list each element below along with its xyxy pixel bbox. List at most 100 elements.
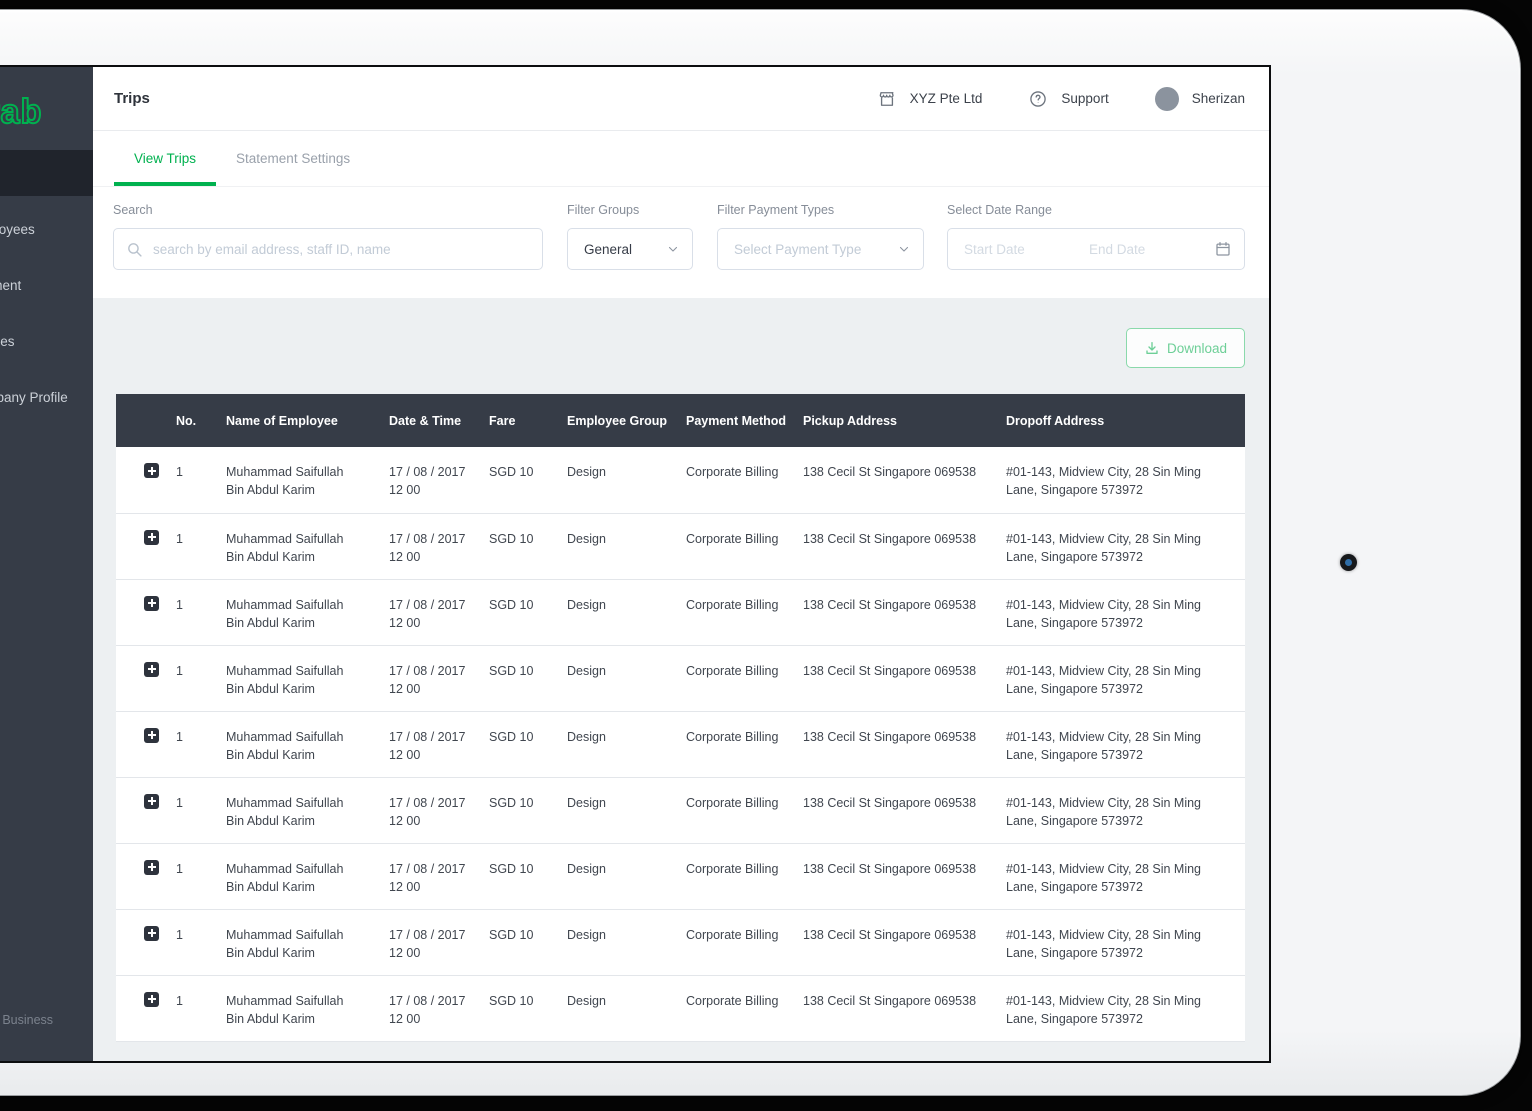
filter-groups-select[interactable]: General <box>567 228 693 270</box>
cell-dropoff-address: #01-143, Midview City, 28 Sin Ming Lane,… <box>1006 993 1201 1026</box>
cell-employee-name: Muhammad Saifullah Bin Abdul Karim <box>226 729 344 762</box>
cell-time: 12 00 <box>389 945 421 960</box>
support-link[interactable]: Support <box>1028 89 1109 109</box>
column-header-group: Employee Group <box>567 394 686 447</box>
payment-type-select[interactable]: Select Payment Type <box>717 228 924 270</box>
cell-fare: SGD 10 <box>489 975 567 1042</box>
expand-row-button[interactable] <box>144 859 159 875</box>
cell-no: 1 <box>176 645 226 712</box>
cell-fare: SGD 10 <box>489 777 567 844</box>
filter-groups-label: Filter Groups <box>567 203 640 217</box>
table-row: 1 Muhammad Saifullah Bin Abdul Karim 17 … <box>116 645 1245 712</box>
tablet-frame: Grab Trips <box>0 9 1521 1096</box>
cell-dropoff-address: #01-143, Midview City, 28 Sin Ming Lane,… <box>1006 795 1201 828</box>
tab-bar: View Trips Statement Settings <box>93 131 1269 187</box>
search-field <box>113 228 543 270</box>
cell-fare: SGD 10 <box>489 711 567 778</box>
cell-time: 12 00 <box>389 615 421 630</box>
cell-time: 12 00 <box>389 483 421 498</box>
sidebar-item-label: Payment <box>0 277 22 293</box>
cell-no: 1 <box>176 777 226 844</box>
cell-employee-group: Design <box>567 843 686 910</box>
camera-lens <box>1345 559 1352 566</box>
cell-employee-name: Muhammad Saifullah Bin Abdul Karim <box>226 465 344 498</box>
cell-employee-name: Muhammad Saifullah Bin Abdul Karim <box>226 993 344 1026</box>
main-content: Trips XYZ Pte Ltd <box>93 67 1269 1061</box>
cell-fare: SGD 10 <box>489 645 567 712</box>
cell-employee-group: Design <box>567 513 686 580</box>
expand-row-button[interactable] <box>144 529 159 545</box>
table-row: 1 Muhammad Saifullah Bin Abdul Karim 17 … <box>116 513 1245 580</box>
cell-date: 17 / 08 / 2017 <box>389 993 466 1008</box>
company-menu[interactable]: XYZ Pte Ltd <box>877 89 983 109</box>
calendar-icon <box>1214 240 1232 258</box>
cell-date: 17 / 08 / 2017 <box>389 795 466 810</box>
cell-pickup-address: 138 Cecil St Singapore 069538 <box>803 777 1006 844</box>
company-name: XYZ Pte Ltd <box>909 91 983 106</box>
cell-employee-group: Design <box>567 645 686 712</box>
grab-logo: Grab <box>0 92 43 132</box>
cell-fare: SGD 10 <box>489 579 567 646</box>
cell-pickup-address: 138 Cecil St Singapore 069538 <box>803 645 1006 712</box>
table-header: No. Name of Employee Date & Time Fare Em… <box>116 394 1245 447</box>
cell-dropoff-address: #01-143, Midview City, 28 Sin Ming Lane,… <box>1006 531 1201 564</box>
filter-bar: Search Filter Groups Ge <box>93 187 1269 298</box>
download-icon <box>1144 340 1160 356</box>
column-header-no: No. <box>176 394 226 447</box>
cell-employee-group: Design <box>567 447 686 514</box>
sidebar-item-trips[interactable]: Trips <box>0 150 93 196</box>
expand-row-button[interactable] <box>144 925 159 941</box>
cell-pickup-address: 138 Cecil St Singapore 069538 <box>803 447 1006 514</box>
expand-row-button[interactable] <box>144 991 159 1007</box>
start-date-field[interactable]: Start Date <box>964 241 1025 257</box>
expand-row-button[interactable] <box>144 595 159 611</box>
end-date-field[interactable]: End Date <box>1089 241 1146 257</box>
sidebar-item-policies[interactable]: Policies <box>0 318 93 364</box>
cell-date: 17 / 08 / 2017 <box>389 531 466 546</box>
table-row: 1 Muhammad Saifullah Bin Abdul Karim 17 … <box>116 579 1245 646</box>
column-header-name: Name of Employee <box>226 394 389 447</box>
cell-no: 1 <box>176 513 226 580</box>
sidebar-item-payment[interactable]: Payment <box>0 262 93 308</box>
table-body: 1 Muhammad Saifullah Bin Abdul Karim 17 … <box>116 447 1245 1042</box>
trips-table: No. Name of Employee Date & Time Fare Em… <box>116 394 1245 1042</box>
cell-time: 12 00 <box>389 681 421 696</box>
chevron-down-icon <box>667 243 679 255</box>
cell-payment-method: Corporate Billing <box>686 579 803 646</box>
sidebar-item-label: Policies <box>0 333 15 349</box>
cell-payment-method: Corporate Billing <box>686 909 803 976</box>
cell-employee-group: Design <box>567 711 686 778</box>
column-header-fare: Fare <box>489 394 567 447</box>
cell-employee-name: Muhammad Saifullah Bin Abdul Karim <box>226 531 344 564</box>
tab-statement-settings[interactable]: Statement Settings <box>216 131 370 186</box>
cell-no: 1 <box>176 975 226 1042</box>
cell-employee-group: Design <box>567 777 686 844</box>
cell-employee-group: Design <box>567 909 686 976</box>
cell-dropoff-address: #01-143, Midview City, 28 Sin Ming Lane,… <box>1006 465 1201 498</box>
table-row: 1 Muhammad Saifullah Bin Abdul Karim 17 … <box>116 975 1245 1042</box>
column-header-datetime: Date & Time <box>389 394 489 447</box>
expand-row-button[interactable] <box>144 463 159 478</box>
help-circle-icon <box>1028 89 1048 109</box>
user-menu[interactable]: Sherizan <box>1154 86 1245 111</box>
sidebar-item-employees[interactable]: Employees <box>0 206 93 252</box>
cell-dropoff-address: #01-143, Midview City, 28 Sin Ming Lane,… <box>1006 861 1201 894</box>
cell-employee-name: Muhammad Saifullah Bin Abdul Karim <box>226 597 344 630</box>
sidebar-item-label: Company Profile <box>0 389 68 405</box>
date-range-picker[interactable]: Start Date End Date <box>947 228 1245 270</box>
avatar <box>1154 86 1179 111</box>
column-header-pickup: Pickup Address <box>803 394 1006 447</box>
sidebar-item-company-profile[interactable]: Company Profile <box>0 374 93 420</box>
cell-employee-group: Design <box>567 579 686 646</box>
cell-date: 17 / 08 / 2017 <box>389 729 466 744</box>
cell-time: 12 00 <box>389 879 421 894</box>
expand-row-button[interactable] <box>144 661 159 677</box>
topbar: Trips XYZ Pte Ltd <box>93 67 1269 131</box>
cell-date: 17 / 08 / 2017 <box>389 465 466 479</box>
tab-view-trips[interactable]: View Trips <box>114 131 217 186</box>
expand-row-button[interactable] <box>144 793 159 809</box>
date-range-label: Select Date Range <box>947 203 1052 217</box>
download-button[interactable]: Download <box>1125 328 1245 368</box>
search-input[interactable] <box>153 241 530 257</box>
expand-row-button[interactable] <box>144 727 159 743</box>
